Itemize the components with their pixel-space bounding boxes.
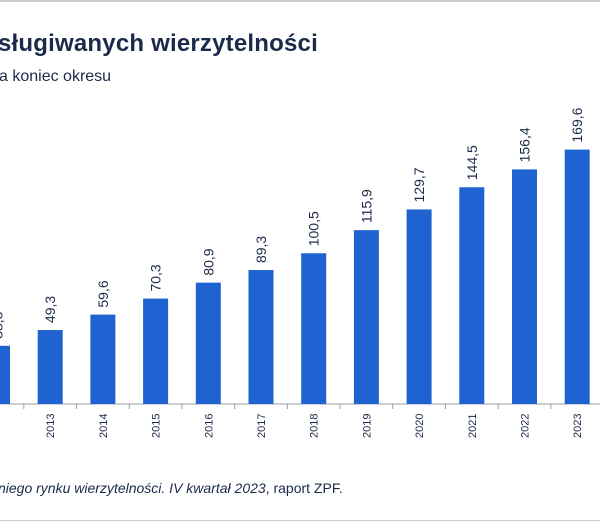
value-label-2015: 70,3 xyxy=(148,264,164,291)
bar-2012 xyxy=(0,345,10,404)
value-label-2020: 129,7 xyxy=(411,167,427,202)
x-tick-label-2019: 2019 xyxy=(361,414,373,438)
value-label-2017: 89,3 xyxy=(253,236,269,263)
x-tick-label-2021: 2021 xyxy=(467,414,479,438)
x-tick-label-2015: 2015 xyxy=(151,414,163,438)
value-label-2012: 38,8 xyxy=(0,311,6,338)
x-tick-label-2023: 2023 xyxy=(572,414,584,438)
source-italic: niego rynku wierzytelności. IV kwartał 2… xyxy=(0,480,266,496)
value-label-2022: 156,4 xyxy=(517,127,533,162)
top-divider xyxy=(0,0,600,2)
bottom-divider xyxy=(0,520,600,521)
source-note: niego rynku wierzytelności. IV kwartał 2… xyxy=(0,480,343,496)
bar-2014 xyxy=(90,314,116,404)
chart-title: sługiwanych wierzytelności xyxy=(0,30,318,57)
x-tick-label-2016: 2016 xyxy=(203,414,215,438)
bar-2017 xyxy=(248,270,274,404)
value-label-2016: 80,9 xyxy=(200,248,216,275)
value-label-2018: 100,5 xyxy=(306,211,322,246)
bar-2016 xyxy=(195,282,221,404)
x-tick-label-2017: 2017 xyxy=(256,414,268,438)
x-tick-label-2014: 2014 xyxy=(98,414,110,438)
bar-2015 xyxy=(143,298,169,404)
bar-2019 xyxy=(353,230,379,404)
x-tick-label-2022: 2022 xyxy=(520,414,532,438)
bar-2013 xyxy=(37,330,63,404)
bar-2023 xyxy=(564,149,590,404)
source-rest: , raport ZPF. xyxy=(265,480,343,496)
value-label-2023: 169,6 xyxy=(569,107,585,142)
bar-2020 xyxy=(406,209,432,404)
bar-2018 xyxy=(301,253,327,404)
x-tick-label-2018: 2018 xyxy=(309,414,321,438)
chart-subtitle: a koniec okresu xyxy=(0,68,112,85)
bar-2022 xyxy=(512,169,537,404)
value-label-2021: 144,5 xyxy=(464,145,480,180)
x-tick-label-2020: 2020 xyxy=(414,414,426,438)
value-label-2013: 49,3 xyxy=(42,296,58,323)
x-tick-label-2013: 2013 xyxy=(45,414,57,438)
value-label-2014: 59,6 xyxy=(95,280,111,307)
bar-2021 xyxy=(459,187,485,404)
value-label-2019: 115,9 xyxy=(358,189,374,223)
